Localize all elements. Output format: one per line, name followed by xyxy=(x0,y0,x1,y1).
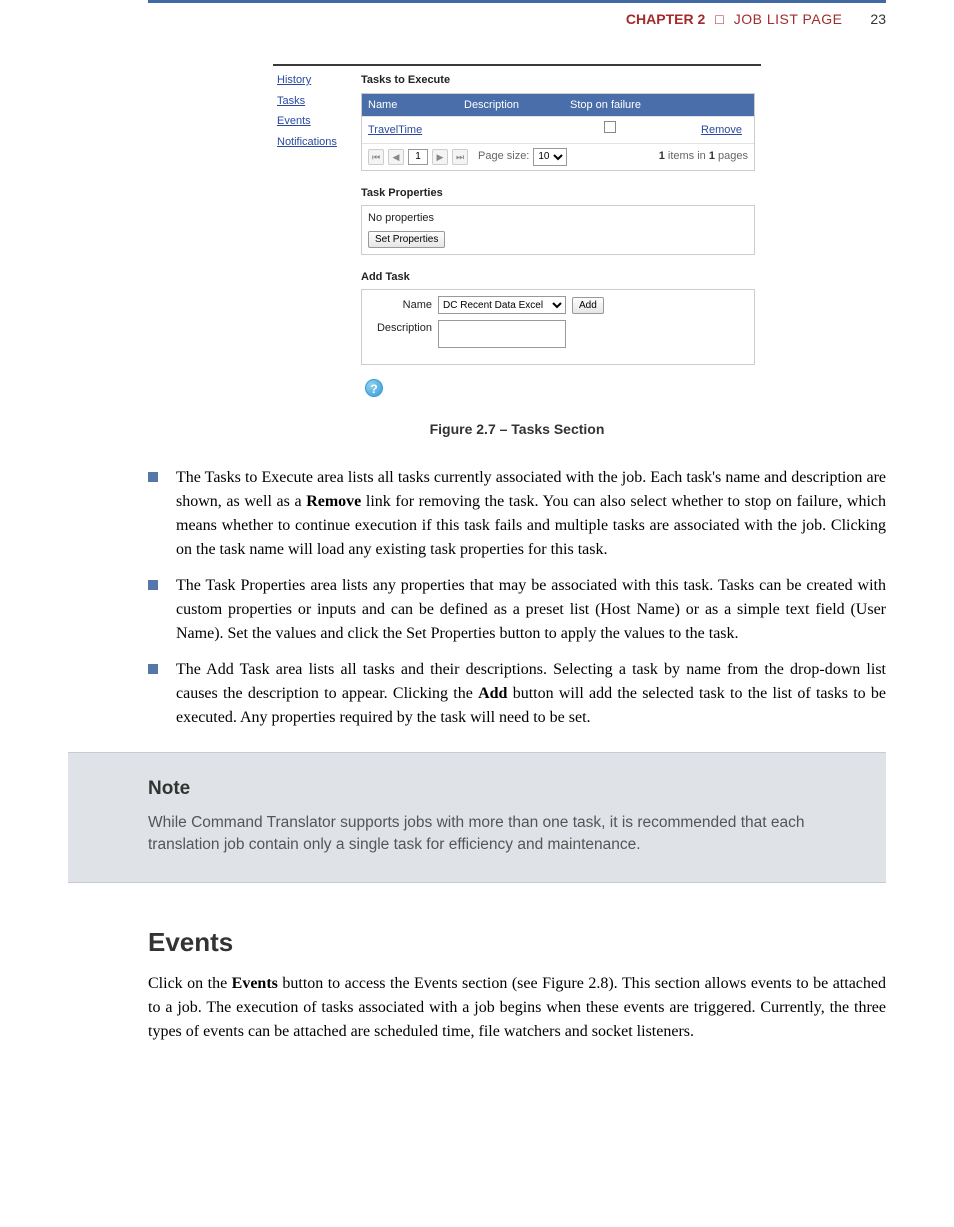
list-item: The Tasks to Execute area lists all task… xyxy=(148,466,886,562)
page-number: 23 xyxy=(870,9,886,30)
figure-2-7: History Tasks Events Notifications Tasks… xyxy=(148,64,886,411)
tasks-table-header: Name Description Stop on failure xyxy=(362,94,754,117)
add-task-desc-textarea[interactable] xyxy=(438,320,566,348)
screenshot-main: Tasks to Execute Name Description Stop o… xyxy=(361,66,761,411)
bullet-icon xyxy=(148,664,158,674)
bullet-1-bold: Remove xyxy=(306,493,361,510)
pager-first-icon[interactable]: ⏮ xyxy=(368,149,384,165)
add-task-panel: Name DC Recent Data Excel Add Descriptio… xyxy=(361,289,755,365)
add-task-name-select[interactable]: DC Recent Data Excel xyxy=(438,296,566,314)
sidebar-item-tasks[interactable]: Tasks xyxy=(277,93,353,110)
note-box: Note While Command Translator supports j… xyxy=(68,752,886,883)
chapter-label: CHAPTER 2 xyxy=(626,9,705,30)
remove-link[interactable]: Remove xyxy=(701,124,742,136)
bullet-2: The Task Properties area lists any prope… xyxy=(176,574,886,646)
add-task-title: Add Task xyxy=(361,269,755,286)
task-name-link[interactable]: TravelTime xyxy=(368,124,422,136)
table-row: TravelTime Remove xyxy=(362,116,754,143)
events-para-a: Click on the xyxy=(148,975,232,992)
square-glyph: □ xyxy=(715,9,723,30)
no-properties-text: No properties xyxy=(368,210,748,227)
figure-caption: Figure 2.7 – Tasks Section xyxy=(148,419,886,440)
list-item: The Task Properties area lists any prope… xyxy=(148,574,886,646)
add-button[interactable]: Add xyxy=(572,297,604,314)
bullet-icon xyxy=(148,580,158,590)
set-properties-button[interactable]: Set Properties xyxy=(368,231,445,248)
pager: ⏮ ◀ ▶ ⏭ Page size: 10 1 items in 1 pages xyxy=(362,143,754,170)
add-task-desc-label: Description xyxy=(370,320,432,337)
bullet-icon xyxy=(148,472,158,482)
bullet-3-bold: Add xyxy=(478,685,507,702)
sidebar-item-history[interactable]: History xyxy=(277,72,353,89)
pager-size-label: Page size: xyxy=(478,148,529,165)
pager-last-icon[interactable]: ⏭ xyxy=(452,149,468,165)
pager-size-select[interactable]: 10 xyxy=(533,148,567,166)
task-desc-cell xyxy=(458,126,564,134)
col-description: Description xyxy=(458,94,564,117)
stop-on-failure-checkbox[interactable] xyxy=(604,121,616,133)
note-title: Note xyxy=(148,775,852,804)
tasks-execute-panel: Name Description Stop on failure TravelT… xyxy=(361,93,755,171)
col-name: Name xyxy=(362,94,458,117)
pager-info: 1 items in 1 pages xyxy=(659,148,748,165)
tasks-screenshot: History Tasks Events Notifications Tasks… xyxy=(273,64,761,411)
bullet-list: The Tasks to Execute area lists all task… xyxy=(148,466,886,730)
pager-next-icon[interactable]: ▶ xyxy=(432,149,448,165)
events-heading: Events xyxy=(148,923,886,962)
task-properties-panel: No properties Set Properties xyxy=(361,205,755,255)
events-paragraph: Click on the Events button to access the… xyxy=(148,972,886,1044)
pager-prev-icon[interactable]: ◀ xyxy=(388,149,404,165)
events-para-bold: Events xyxy=(232,975,278,992)
chapter-title: JOB LIST PAGE xyxy=(734,9,843,30)
screenshot-sidebar: History Tasks Events Notifications xyxy=(273,66,361,411)
note-body: While Command Translator supports jobs w… xyxy=(148,812,852,857)
add-task-name-label: Name xyxy=(370,297,432,314)
list-item: The Add Task area lists all tasks and th… xyxy=(148,658,886,730)
sidebar-item-notifications[interactable]: Notifications xyxy=(277,134,353,151)
help-icon[interactable]: ? xyxy=(365,379,383,397)
col-stop-on-failure: Stop on failure xyxy=(564,94,656,117)
tasks-execute-title: Tasks to Execute xyxy=(361,72,755,89)
col-action xyxy=(656,94,754,117)
task-properties-title: Task Properties xyxy=(361,185,755,202)
top-rule xyxy=(148,0,886,3)
pager-page-input[interactable] xyxy=(408,149,428,165)
sidebar-item-events[interactable]: Events xyxy=(277,113,353,130)
page-header: CHAPTER 2 □ JOB LIST PAGE 23 xyxy=(148,9,886,30)
